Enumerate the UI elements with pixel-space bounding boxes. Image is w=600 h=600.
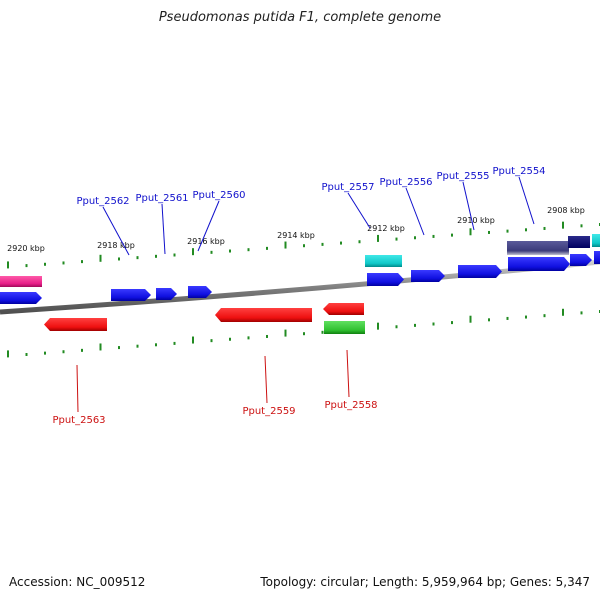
gene-body	[594, 251, 600, 264]
tick-label: 2908 kbp	[547, 206, 585, 215]
tick-marks: 2920 kbp 2918 kbp 2916 kbp 2914 kbp 2912 kbp…	[7, 206, 600, 358]
gene-label-text: Pput_2561	[135, 193, 188, 204]
gene-body	[323, 303, 364, 315]
gene-label-forward[interactable]: Pput_2562	[76, 196, 130, 256]
gene-feature-rna[interactable]	[0, 276, 42, 287]
accession-text: Accession: NC_009512	[9, 575, 146, 589]
leader-line	[197, 200, 220, 252]
gene-label-forward[interactable]: Pput_2561	[135, 193, 189, 255]
gene-label-text: Pput_2559	[242, 406, 295, 417]
gene-label-reverse[interactable]: Pput_2563	[52, 364, 106, 426]
leader-line	[347, 192, 371, 229]
gene-body	[458, 265, 502, 278]
gene-body	[188, 286, 212, 298]
tick-label: 2914 kbp	[277, 231, 315, 240]
gene-body	[508, 257, 570, 271]
gene-body	[156, 288, 177, 300]
gene-label-text: Pput_2562	[76, 196, 129, 207]
gene-feature-forward[interactable]	[0, 292, 42, 304]
gene-feature-forward[interactable]	[156, 288, 177, 300]
gene-body	[411, 270, 445, 282]
leader-line	[102, 206, 130, 256]
gene-label-text: Pput_2558	[324, 400, 377, 411]
gene-body	[0, 276, 42, 287]
gene-feature-other[interactable]	[507, 241, 569, 255]
gene-feature-reverse[interactable]	[215, 308, 312, 322]
leader-line	[462, 181, 475, 231]
gene-label-forward[interactable]: Pput_2555	[436, 171, 490, 231]
gene-label-forward[interactable]: Pput_2560	[192, 190, 246, 252]
gene-feature-other[interactable]	[568, 236, 590, 248]
gene-feature-forward[interactable]	[111, 289, 151, 301]
leader-line	[518, 176, 535, 225]
gene-features	[0, 234, 600, 334]
gene-label-forward[interactable]: Pput_2557	[321, 182, 375, 229]
genome-info-text: Topology: circular; Length: 5,959,964 bp…	[260, 575, 590, 589]
gene-feature-forward[interactable]	[458, 265, 502, 278]
gene-label-forward[interactable]: Pput_2556	[379, 177, 433, 236]
gene-label-reverse[interactable]: Pput_2558	[324, 349, 378, 411]
gene-feature-reverse[interactable]	[44, 318, 107, 331]
page-title: Pseudomonas putida F1, complete genome	[158, 10, 442, 25]
gene-body	[507, 241, 569, 255]
gene-label-text: Pput_2557	[321, 182, 374, 193]
gene-feature-reverse[interactable]	[323, 303, 364, 315]
gene-label-text: Pput_2563	[52, 415, 105, 426]
gene-feature-forward[interactable]	[188, 286, 212, 298]
gene-feature-other[interactable]	[324, 321, 365, 334]
tick-label: 2918 kbp	[97, 241, 135, 250]
tick-label: 2912 kbp	[367, 224, 405, 233]
leader-line	[161, 203, 166, 255]
gene-label-text: Pput_2560	[192, 190, 245, 201]
gene-feature-forward[interactable]	[411, 270, 445, 282]
tick-label: 2920 kbp	[7, 244, 45, 253]
leader-line	[405, 187, 425, 236]
gene-feature-rna[interactable]	[592, 234, 600, 247]
gene-body	[570, 254, 592, 266]
gene-label-text: Pput_2555	[436, 171, 489, 182]
gene-body	[215, 308, 312, 322]
gene-labels: Pput_2562 Pput_2561 Pput_2560 Pput_2557 Pput…	[52, 166, 545, 426]
gene-body	[365, 255, 402, 267]
gene-body	[0, 292, 42, 304]
tick-label: 2910 kbp	[457, 216, 495, 225]
gene-feature-forward[interactable]	[367, 273, 404, 286]
gene-feature-forward[interactable]	[570, 254, 592, 266]
gene-body	[324, 321, 365, 334]
tick-label: 2916 kbp	[187, 237, 225, 246]
gene-body	[367, 273, 404, 286]
gene-label-reverse[interactable]: Pput_2559	[242, 355, 296, 417]
gene-label-forward[interactable]: Pput_2554	[492, 166, 546, 225]
leader-line	[76, 364, 79, 413]
gene-feature-forward[interactable]	[594, 251, 600, 264]
gene-body	[44, 318, 107, 331]
gene-label-text: Pput_2556	[379, 177, 432, 188]
leader-line	[346, 349, 350, 398]
leader-line	[264, 355, 268, 404]
gene-feature-rna[interactable]	[365, 255, 402, 267]
gene-body	[592, 234, 600, 247]
gene-label-text: Pput_2554	[492, 166, 545, 177]
gene-feature-forward[interactable]	[508, 257, 570, 271]
gene-body	[111, 289, 151, 301]
gene-body	[568, 236, 590, 248]
